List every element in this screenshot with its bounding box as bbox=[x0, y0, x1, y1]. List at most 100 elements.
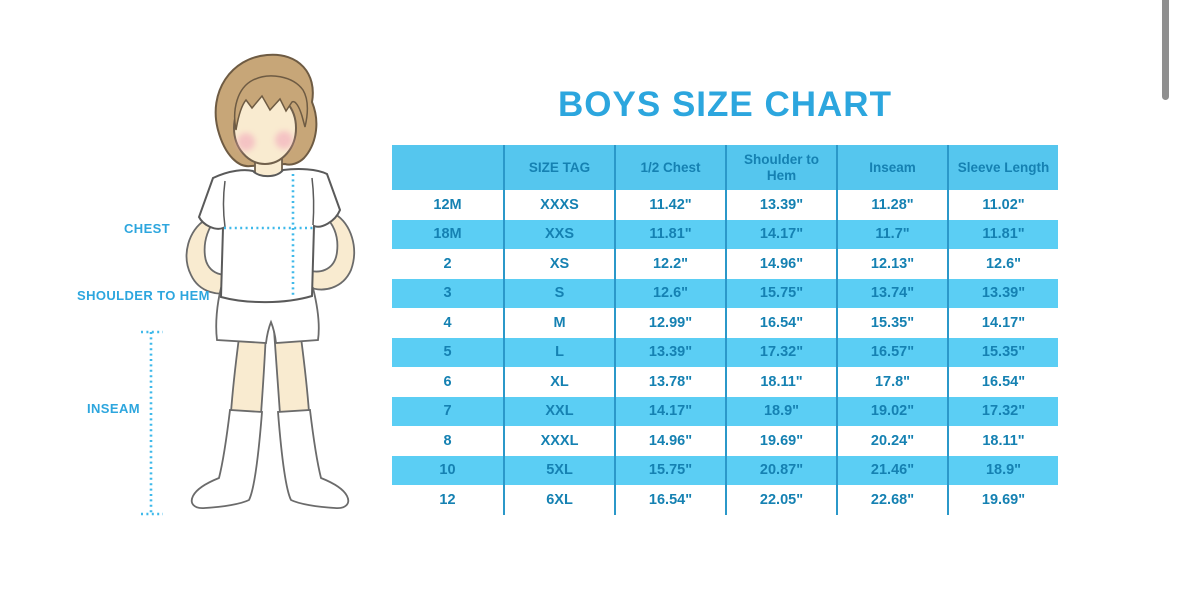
column-header: SIZE TAG bbox=[503, 145, 614, 190]
table-cell: 17.8" bbox=[836, 367, 947, 397]
table-cell: 13.39" bbox=[614, 337, 725, 367]
table-cell: 13.39" bbox=[947, 278, 1058, 308]
table-cell: 22.68" bbox=[836, 485, 947, 515]
table-row: 18M XXS 11.81" 14.17" 11.7" 11.81" bbox=[392, 219, 1058, 249]
table-cell: 12 bbox=[439, 491, 456, 508]
table-cell: 12.13" bbox=[836, 249, 947, 279]
table-row: 8 XXXL 14.96" 19.69" 20.24" 18.11" bbox=[392, 426, 1058, 456]
table-row: 6 XL 13.78" 18.11" 17.8" 16.54" bbox=[392, 367, 1058, 397]
table-row: 7 XXL 14.17" 18.9" 19.02" 17.32" bbox=[392, 396, 1058, 426]
table-row: 5 L 13.39" 17.32" 16.57" 15.35" bbox=[392, 337, 1058, 367]
table-cell: 6 bbox=[443, 373, 452, 390]
table-row: 12M XXXS 11.42" 13.39" 11.28" 11.02" bbox=[392, 190, 1058, 220]
table-cell: 14.17" bbox=[614, 396, 725, 426]
table-cell: 8 bbox=[443, 432, 452, 449]
boy-shirt-seam-right bbox=[311, 177, 315, 226]
page-title: BOYS SIZE CHART bbox=[558, 85, 892, 125]
table-cell: S bbox=[503, 278, 614, 308]
table-cell: 2 bbox=[443, 255, 452, 272]
table-cell: 11.81" bbox=[614, 219, 725, 249]
boy-figure-svg bbox=[141, 53, 355, 516]
table-cell: 19.69" bbox=[725, 426, 836, 456]
column-header: Sleeve Length bbox=[947, 145, 1058, 190]
table-cell: 15.35" bbox=[836, 308, 947, 338]
table-cell: 17.32" bbox=[947, 396, 1058, 426]
table-cell: XXL bbox=[503, 396, 614, 426]
table-cell: 10 bbox=[439, 462, 456, 479]
boy-shirt bbox=[197, 168, 342, 304]
table-cell: 13.39" bbox=[725, 190, 836, 220]
table-cell: M bbox=[503, 308, 614, 338]
table-cell: 7 bbox=[443, 403, 452, 420]
table-cell: XXS bbox=[503, 219, 614, 249]
table-cell: 15.75" bbox=[614, 455, 725, 485]
table-row: 2 XS 12.2" 14.96" 12.13" 12.6" bbox=[392, 249, 1058, 279]
table-cell: 12.2" bbox=[614, 249, 725, 279]
table-cell: 18.9" bbox=[725, 396, 836, 426]
boy-sock-left bbox=[190, 409, 263, 509]
table-cell: 11.7" bbox=[836, 219, 947, 249]
table-cell: 13.78" bbox=[614, 367, 725, 397]
table-cell: 19.02" bbox=[836, 396, 947, 426]
boy-shirt-seam-left bbox=[222, 180, 226, 228]
table-row: 12 6XL 16.54" 22.05" 22.68" 19.69" bbox=[392, 485, 1058, 515]
boy-cheek-left bbox=[237, 133, 255, 151]
boy-illustration bbox=[55, 30, 385, 578]
table-cell: 14.96" bbox=[614, 426, 725, 456]
table-cell: 12M bbox=[433, 196, 462, 213]
table-row: 3 S 12.6" 15.75" 13.74" 13.39" bbox=[392, 278, 1058, 308]
table-cell: 18.9" bbox=[947, 455, 1058, 485]
table-cell: 6XL bbox=[503, 485, 614, 515]
table-cell: 20.24" bbox=[836, 426, 947, 456]
table-cell: 5XL bbox=[503, 455, 614, 485]
boy-sock-right bbox=[277, 409, 350, 509]
table-cell: 12.6" bbox=[614, 278, 725, 308]
table-cell: 15.35" bbox=[947, 337, 1058, 367]
table-cell: 12.6" bbox=[947, 249, 1058, 279]
table-cell: 18M bbox=[433, 226, 462, 243]
boy-hair-fringe bbox=[233, 75, 309, 131]
table-cell: 14.96" bbox=[725, 249, 836, 279]
table-cell: 3 bbox=[443, 285, 452, 302]
column-header: 1/2 Chest bbox=[614, 145, 725, 190]
table-header-row: SIZE TAG 1/2 Chest Shoulder to Hem Inseam Sl… bbox=[392, 145, 1058, 190]
shoulder-to-hem-label: SHOULDER TO HEM bbox=[77, 288, 210, 303]
table-cell: 15.75" bbox=[725, 278, 836, 308]
table-cell: 18.11" bbox=[947, 426, 1058, 456]
table-cell: XXXS bbox=[503, 190, 614, 220]
table-cell: 17.32" bbox=[725, 337, 836, 367]
table-cell: 14.17" bbox=[947, 308, 1058, 338]
table-cell: 4 bbox=[443, 314, 452, 331]
table-cell: 16.57" bbox=[836, 337, 947, 367]
table-cell: 13.74" bbox=[836, 278, 947, 308]
table-cell: 16.54" bbox=[947, 367, 1058, 397]
chest-label: CHEST bbox=[124, 221, 171, 236]
inseam-label: INSEAM bbox=[87, 401, 140, 416]
table-row: 10 5XL 15.75" 20.87" 21.46" 18.9" bbox=[392, 455, 1058, 485]
table-cell: L bbox=[503, 337, 614, 367]
column-header bbox=[392, 145, 503, 190]
table-cell: 11.42" bbox=[614, 190, 725, 220]
table-cell: 11.28" bbox=[836, 190, 947, 220]
column-header: Inseam bbox=[836, 145, 947, 190]
table-body: 12M XXXS 11.42" 13.39" 11.28" 11.02" 18M XXS 11.… bbox=[392, 190, 1058, 515]
table-cell: 12.99" bbox=[614, 308, 725, 338]
table-cell: 22.05" bbox=[725, 485, 836, 515]
column-header: Shoulder to Hem bbox=[725, 145, 836, 190]
table-cell: 21.46" bbox=[836, 455, 947, 485]
scrollbar-thumb[interactable] bbox=[1162, 0, 1169, 100]
table-cell: 11.02" bbox=[947, 190, 1058, 220]
table-cell: XXXL bbox=[503, 426, 614, 456]
table-cell: 16.54" bbox=[614, 485, 725, 515]
size-table: SIZE TAG 1/2 Chest Shoulder to Hem Inseam Sl… bbox=[392, 145, 1058, 515]
table-cell: 20.87" bbox=[725, 455, 836, 485]
table-cell: 16.54" bbox=[725, 308, 836, 338]
table-cell: 19.69" bbox=[947, 485, 1058, 515]
table-cell: 11.81" bbox=[947, 219, 1058, 249]
table-cell: XL bbox=[503, 367, 614, 397]
table-row: 4 M 12.99" 16.54" 15.35" 14.17" bbox=[392, 308, 1058, 338]
table-cell: 5 bbox=[443, 344, 452, 361]
table-cell: 14.17" bbox=[725, 219, 836, 249]
table-cell: 18.11" bbox=[725, 367, 836, 397]
